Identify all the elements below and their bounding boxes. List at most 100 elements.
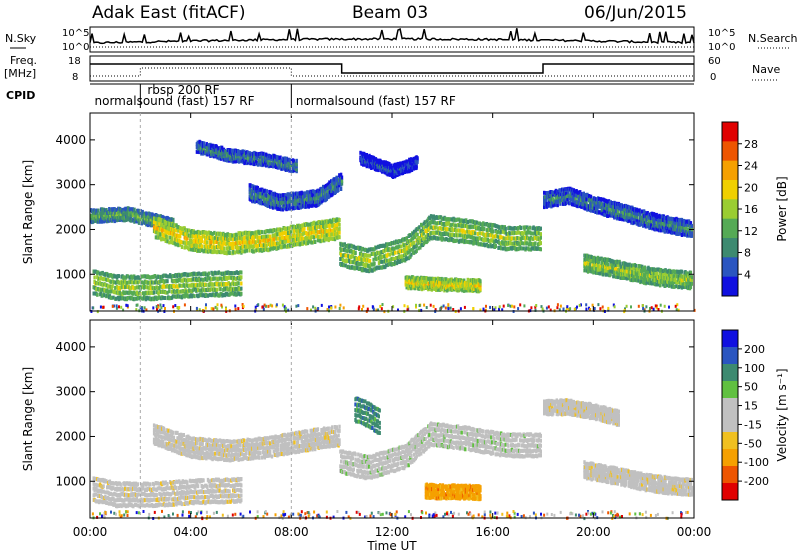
echo-cell <box>248 186 251 191</box>
echo-cell <box>475 220 479 225</box>
echo-cell <box>513 226 516 230</box>
nave-right-bottom: 0 <box>710 72 716 83</box>
noise-cell <box>392 305 395 309</box>
echo-cell <box>93 275 96 280</box>
noise-cell <box>126 304 129 308</box>
echo-cell <box>408 243 411 248</box>
echo-cell <box>231 271 234 276</box>
echo-cell <box>375 245 378 250</box>
echo-cell <box>328 180 331 185</box>
noise-cell <box>306 307 309 311</box>
cpid-label-2: normalsound (fast) 157 RF <box>296 94 456 108</box>
echo-cell <box>252 235 256 240</box>
echo-cell <box>423 236 426 241</box>
echo-cell <box>194 230 197 235</box>
echo-cell <box>158 295 161 300</box>
noise-cell <box>152 306 155 310</box>
noise-cell <box>269 303 272 307</box>
noise-cell <box>263 303 266 307</box>
echo-cell <box>233 236 237 241</box>
echo-cell <box>394 256 398 260</box>
noise-cell <box>372 307 375 311</box>
echo-cell <box>109 215 112 220</box>
echo-cell <box>126 295 130 300</box>
noise-cell <box>540 305 543 309</box>
noise-cell <box>261 305 264 309</box>
echo-cell <box>253 195 256 200</box>
echo-cell <box>367 253 370 258</box>
echo-cell <box>274 196 277 201</box>
noise-cell <box>418 304 421 307</box>
noise-cell <box>676 303 679 307</box>
echo-cell <box>199 272 202 277</box>
noise-cell <box>183 303 186 307</box>
echo-cell <box>401 258 404 263</box>
echo-cell <box>368 259 372 263</box>
echo-cell <box>284 239 287 244</box>
echo-cell <box>278 163 281 168</box>
echo-cell <box>175 223 178 228</box>
echo-cell <box>164 221 167 225</box>
echo-cell <box>237 281 240 286</box>
echo-cell <box>316 199 319 204</box>
noise-cell <box>156 307 158 311</box>
echo-cell <box>287 193 291 197</box>
noise-cell <box>591 303 594 307</box>
echo-cell <box>303 240 306 245</box>
echo-cell <box>328 227 331 232</box>
date-title: 06/Jun/2015 <box>584 3 687 23</box>
echo-cell <box>491 234 495 239</box>
echo-cell <box>529 235 533 240</box>
echo-cell <box>342 263 346 268</box>
echo-cell <box>210 277 213 282</box>
echo-cell <box>351 254 355 259</box>
echo-band-4 <box>248 172 344 212</box>
echo-cell <box>202 143 206 148</box>
noise-cell <box>668 305 670 309</box>
echo-cell <box>185 228 188 233</box>
echo-cell <box>528 225 532 230</box>
echo-cell <box>269 234 272 239</box>
echo-cell <box>400 244 403 249</box>
noise-cell <box>195 306 198 310</box>
echo-cell <box>413 235 417 239</box>
echo-cell <box>459 233 462 238</box>
noise-cell <box>178 306 181 309</box>
echo-cell <box>539 241 542 246</box>
echo-cell <box>354 251 357 255</box>
echo-cell <box>435 225 438 230</box>
noise-cell <box>136 303 139 307</box>
echo-cell <box>232 275 236 280</box>
echo-cell <box>126 274 130 279</box>
echo-cell <box>407 245 410 250</box>
echo-cell <box>284 193 287 198</box>
echo-cell <box>312 202 315 207</box>
echo-cell <box>166 235 169 240</box>
echo-cell <box>187 278 190 283</box>
echo-cell <box>192 277 195 281</box>
echo-cell <box>187 283 191 288</box>
echo-cell <box>259 162 262 167</box>
echo-cell <box>504 226 507 231</box>
echo-cell <box>274 199 277 204</box>
echo-cell <box>278 232 282 237</box>
echo-cell <box>255 248 258 253</box>
echo-cell <box>306 190 310 195</box>
echo-cell <box>140 285 143 290</box>
echo-cell <box>505 231 508 236</box>
echo-cell <box>233 250 237 255</box>
echo-cell <box>255 156 259 161</box>
echo-cell <box>177 243 180 248</box>
noise-cell <box>523 304 526 308</box>
echo-cell <box>199 277 202 282</box>
noise-cell <box>381 303 384 306</box>
echo-cell <box>220 250 223 255</box>
echo-cell <box>205 282 208 287</box>
noise-cell <box>534 308 537 312</box>
echo-cell <box>265 243 268 248</box>
noise-cell <box>566 305 569 309</box>
cpid-label-0: rbsp 200 RF <box>147 83 219 97</box>
echo-cell <box>252 244 256 249</box>
echo-cell <box>536 246 540 251</box>
echo-cell <box>478 226 481 231</box>
